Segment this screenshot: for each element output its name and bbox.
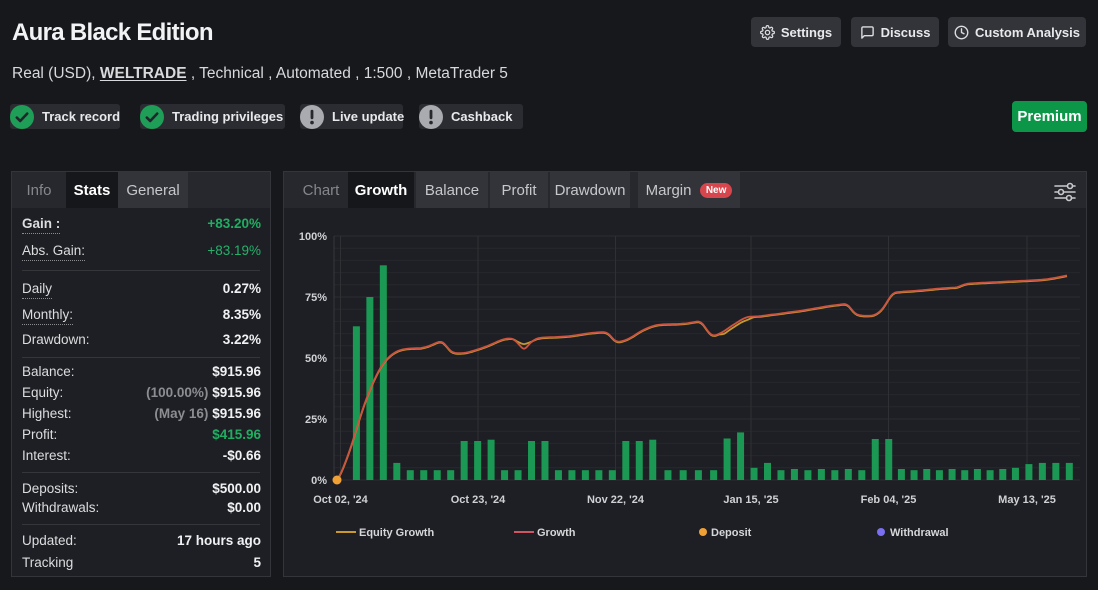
svg-text:Oct 23, '24: Oct 23, '24 <box>451 494 506 506</box>
svg-text:50%: 50% <box>305 353 327 365</box>
svg-text:Growth: Growth <box>537 527 576 539</box>
svg-text:0%: 0% <box>311 475 327 487</box>
svg-text:May 13, '25: May 13, '25 <box>998 494 1056 506</box>
svg-text:Nov 22, '24: Nov 22, '24 <box>587 494 645 506</box>
svg-text:25%: 25% <box>305 414 327 426</box>
svg-text:Feb 04, '25: Feb 04, '25 <box>861 494 917 506</box>
svg-text:Deposit: Deposit <box>711 527 752 539</box>
svg-text:Equity Growth: Equity Growth <box>359 527 434 539</box>
svg-text:Jan 15, '25: Jan 15, '25 <box>723 494 778 506</box>
svg-text:Withdrawal: Withdrawal <box>890 527 949 539</box>
svg-text:100%: 100% <box>299 231 327 243</box>
svg-text:Oct 02, '24: Oct 02, '24 <box>313 494 368 506</box>
svg-text:75%: 75% <box>305 292 327 304</box>
